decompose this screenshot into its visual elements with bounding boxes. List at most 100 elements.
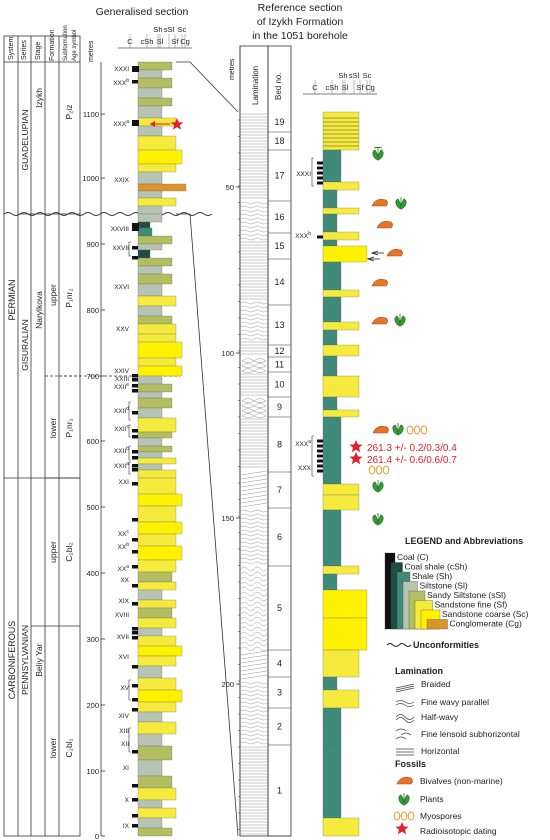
plant-icon — [372, 146, 384, 161]
half-wavy-icon — [395, 714, 415, 723]
lithology-bed — [322, 261, 342, 291]
fossil-markers — [366, 146, 428, 526]
coal-seam — [132, 784, 138, 788]
lamination-wavy — [240, 301, 268, 305]
lamination-half-wavy — [240, 631, 268, 637]
bed-number: 7 — [277, 485, 282, 495]
right-frame — [239, 45, 292, 837]
left-lithology-column — [132, 61, 187, 837]
lamination-wavy — [240, 541, 268, 545]
coal-seam — [317, 459, 323, 463]
lithology-bed — [137, 607, 173, 619]
depth-tick-label: 800 — [86, 306, 99, 315]
lithology-bed — [322, 213, 338, 233]
lithology-bed — [137, 581, 177, 591]
lamination-half-wavy — [240, 581, 268, 587]
seam-bracket — [128, 241, 131, 257]
seam-label: XII — [121, 741, 129, 748]
lithology-bed — [137, 733, 163, 747]
lamination-wavy — [240, 213, 268, 217]
lamination-half-wavy — [240, 596, 268, 602]
lam-label-braided: Braided — [421, 679, 451, 689]
lithology-bed — [137, 571, 173, 583]
lithology-bed — [322, 289, 360, 298]
horizontal-icon — [396, 748, 414, 756]
unit-izykh: Izykh — [34, 88, 44, 108]
legend-plants-label: Plants — [420, 794, 444, 804]
lithology-bed — [137, 759, 163, 777]
lithology-bed — [137, 521, 183, 535]
lamination-wavy — [240, 321, 268, 325]
seam-label-superscript: b — [126, 446, 129, 452]
seam-label: XXIIa — [114, 461, 129, 470]
lithology-bed — [137, 477, 177, 495]
lamination-wavy — [240, 205, 268, 209]
lithology-bed — [137, 677, 177, 691]
depth-tick-label: 1100 — [83, 110, 99, 119]
lamination-half-wavy — [240, 646, 268, 652]
seam-label: XXXb — [113, 78, 129, 87]
coal-seam — [132, 665, 138, 669]
coal-seam — [317, 166, 323, 170]
seam-label: XXXa — [113, 119, 129, 128]
lamination-wavy — [240, 705, 268, 709]
seam-label: XXI — [119, 479, 130, 486]
lithology-bed — [137, 711, 163, 723]
coal-seam — [132, 435, 138, 439]
lamination-lensoid — [241, 413, 267, 418]
seam-label: XXXa — [295, 439, 311, 448]
lamination-wavy — [240, 681, 268, 685]
seam-label: XXXb — [295, 231, 311, 240]
arrow-icon — [366, 250, 384, 262]
lithology-bed — [322, 149, 342, 183]
coal-seam — [132, 66, 139, 72]
seam-label: XX — [120, 577, 129, 584]
lamination-wavy — [240, 733, 268, 737]
lam-label-fine-wavy: Fine wavy parallel — [421, 697, 489, 707]
coal-seam — [132, 708, 138, 712]
seam-label-superscript: b — [308, 231, 311, 237]
seam-label: XIV — [119, 713, 130, 720]
seam-label: IX — [123, 823, 130, 830]
lamination-braided — [240, 666, 268, 672]
legend-swatch — [426, 619, 448, 630]
lithology-bed — [137, 273, 173, 285]
lamination-half-wavy — [240, 636, 268, 642]
lithology-bed — [137, 105, 163, 119]
lamination-half-wavy — [240, 601, 268, 607]
coal-seam — [317, 161, 323, 165]
lamination-half-wavy — [240, 591, 268, 597]
header-formation: Formation — [49, 29, 56, 61]
lamination-half-wavy — [240, 611, 268, 617]
bed-number: 11 — [275, 360, 284, 370]
unit-permian: PERMIAN — [7, 279, 17, 320]
lamination-braided — [240, 650, 268, 656]
lithology-bed — [137, 283, 163, 297]
lamination-half-wavy — [240, 641, 268, 647]
lamination-wavy — [240, 325, 268, 329]
radioisotopic-dates: 261.3 +/- 0.2/0.3/0.4 261.4 +/- 0.6/0.6/… — [349, 440, 457, 466]
radioisotopic-star — [349, 440, 363, 453]
strat-units: PERMIAN CARBONIFEROUS GUADELUPIAN GISURA… — [7, 88, 74, 758]
bed-number: 18 — [274, 136, 284, 146]
lithology-bed — [137, 457, 177, 465]
lithology-bed — [322, 589, 368, 619]
seam-bracket — [128, 445, 131, 461]
unit-carboniferous: CARBONIFEROUS — [7, 621, 17, 700]
coal-seam — [132, 602, 138, 606]
lithology-bed — [137, 357, 177, 367]
lam-label-horizontal: Horizontal — [421, 746, 459, 756]
depth-tick-label: 600 — [86, 437, 99, 446]
lithology-bed — [137, 645, 183, 657]
bed-number: 6 — [277, 532, 282, 542]
lithology-bed — [137, 305, 163, 317]
seam-label-superscript: b — [126, 78, 129, 84]
lithology-bed — [137, 391, 163, 399]
legend-unconformities-label: Unconformities — [413, 640, 479, 650]
lithology-bed — [137, 589, 163, 601]
lamination-half-wavy — [240, 606, 268, 612]
seam-bracket — [128, 727, 131, 753]
coal-seam — [317, 171, 323, 175]
radioisotopic-star-left — [170, 118, 184, 130]
right-seam-labels: XXXI XXXb XXXa XXX — [295, 157, 314, 477]
